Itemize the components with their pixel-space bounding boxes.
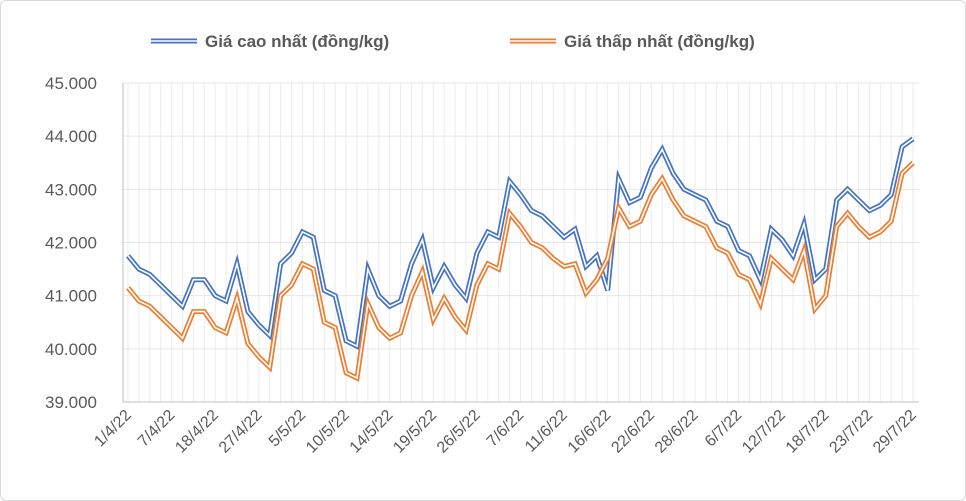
y-tick-label: 44.000 <box>45 127 97 146</box>
x-tick-label: 29/7/22 <box>870 407 920 457</box>
y-tick-label: 39.000 <box>45 393 97 412</box>
legend-label-high: Giá cao nhất (đồng/kg) <box>205 32 389 51</box>
x-tick-label: 27/4/22 <box>216 407 266 457</box>
legend: Giá cao nhất (đồng/kg) Giá thấp nhất (đồ… <box>151 32 755 51</box>
gridlines <box>123 82 919 403</box>
x-tick-label: 18/7/22 <box>783 407 833 457</box>
y-axis: 39.000 40.000 41.000 42.000 43.000 44.000 45.0… <box>45 74 124 412</box>
x-tick-label: 10/5/22 <box>303 407 353 457</box>
series-line-inner-low <box>127 162 914 380</box>
x-tick-label: 18/4/22 <box>172 407 222 457</box>
x-tick-label: 1/4/22 <box>91 407 135 451</box>
y-tick-label: 41.000 <box>45 287 97 306</box>
y-tick-label: 45.000 <box>45 74 97 93</box>
series-lines <box>126 136 915 382</box>
y-tick-label: 40.000 <box>45 340 97 359</box>
legend-label-low: Giá thấp nhất (đồng/kg) <box>564 32 755 51</box>
x-tick-label: 16/6/22 <box>565 407 615 457</box>
legend-item-high: Giá cao nhất (đồng/kg) <box>151 32 389 51</box>
series-line-inner-high <box>127 138 914 348</box>
legend-item-low: Giá thấp nhất (đồng/kg) <box>510 32 755 51</box>
x-tick-label: 28/6/22 <box>652 407 702 457</box>
y-tick-label: 43.000 <box>45 180 97 199</box>
x-tick-label: 11/6/22 <box>522 407 571 456</box>
x-tick-label: 19/5/22 <box>390 407 440 457</box>
y-tick-label: 42.000 <box>45 234 97 253</box>
x-tick-label: 14/5/22 <box>347 407 397 457</box>
x-tick-label: 26/5/22 <box>434 407 484 457</box>
x-tick-label: 12/7/22 <box>739 407 789 457</box>
x-tick-label: 22/6/22 <box>608 407 658 457</box>
x-tick-label: 23/7/22 <box>826 407 876 457</box>
